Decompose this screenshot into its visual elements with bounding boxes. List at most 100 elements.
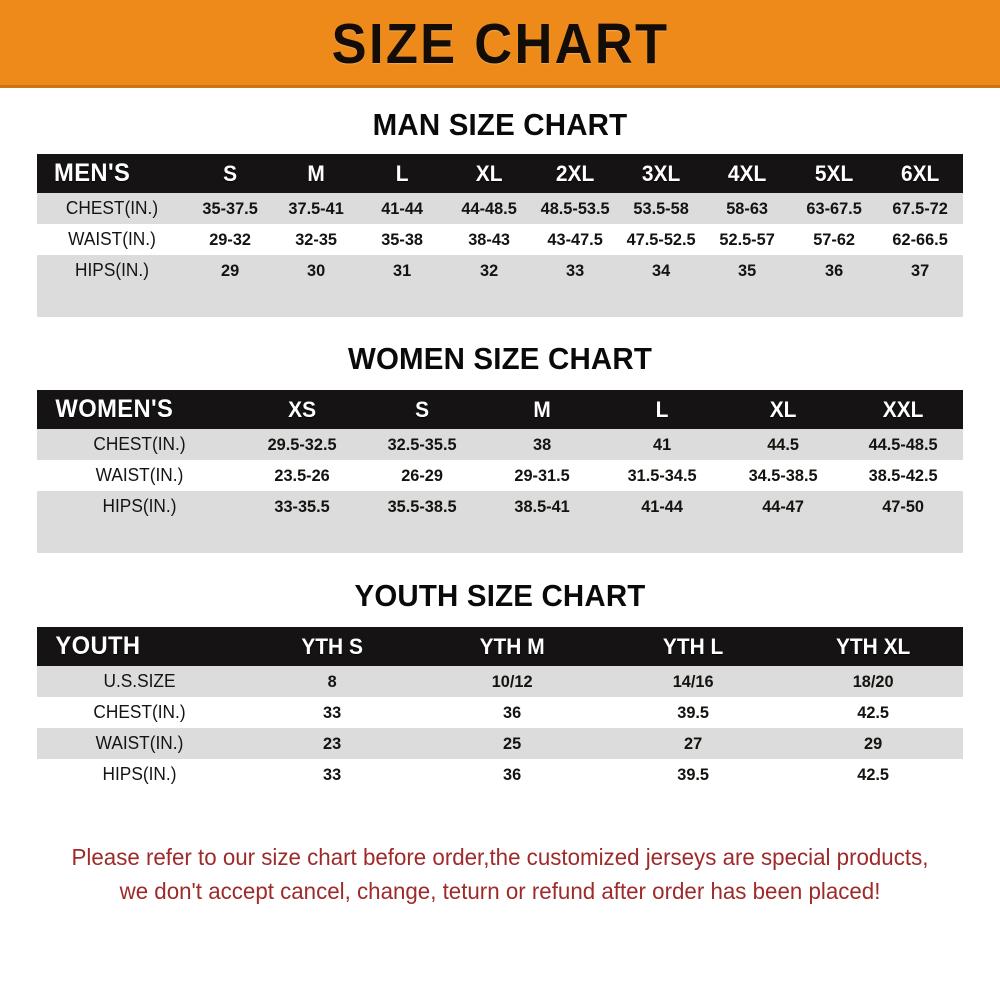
women-cell-1-4: 34.5-38.5 xyxy=(748,465,818,485)
man-column-header-6: 4XL xyxy=(728,160,767,186)
women-cell-2-0: 33-35.5 xyxy=(274,496,330,516)
women-cell-2-5: 47-50 xyxy=(882,496,924,516)
youth-table-pad xyxy=(37,790,963,821)
man-table-row: HIPS(IN.) 29 30 31 32 33 34 35 36 37 xyxy=(37,255,963,286)
man-cell-2-5: 34 xyxy=(652,260,671,280)
man-table-wrap: MEN'S S M L XL 2XL 3XL 4XL 5XL 6XL CHEST(IN.) 35-… xyxy=(37,154,963,317)
man-cell-0-7: 63-67.5 xyxy=(805,198,862,218)
youth-cell-2-0: 23 xyxy=(323,733,342,753)
man-cell-2-1: 30 xyxy=(307,260,326,280)
man-cell-1-7: 57-62 xyxy=(812,229,855,249)
man-row-label: CHEST(IN.) xyxy=(65,198,159,218)
women-column-header-4: XL xyxy=(769,396,797,422)
women-cell-1-5: 38.5-42.5 xyxy=(868,465,938,485)
youth-table-pad-cell xyxy=(56,790,945,821)
women-cell-1-2: 29-31.5 xyxy=(514,465,571,485)
women-table-pad xyxy=(37,522,963,553)
man-cell-2-6: 35 xyxy=(738,260,757,280)
youth-cell-3-3: 42.5 xyxy=(856,764,889,784)
man-cell-0-0: 35-37.5 xyxy=(202,198,258,218)
man-row-label: WAIST(IN.) xyxy=(68,229,156,249)
women-cell-2-2: 38.5-41 xyxy=(514,496,571,516)
man-row-label: HIPS(IN.) xyxy=(75,260,149,280)
youth-table-body: U.S.SIZE 8 10/12 14/16 18/20 CHEST(IN.) 33 36 39… xyxy=(37,666,963,821)
youth-cell-2-2: 27 xyxy=(683,733,702,753)
women-table-pad-cell xyxy=(56,522,945,553)
youth-cell-1-2: 39.5 xyxy=(676,702,709,722)
youth-cell-2-3: 29 xyxy=(863,733,882,753)
man-column-header-1: M xyxy=(307,160,326,186)
man-table-head: MEN'S S M L XL 2XL 3XL 4XL 5XL 6XL xyxy=(37,154,963,193)
women-table-head: WOMEN'S XS S M L XL XXL xyxy=(37,390,963,429)
women-cell-0-5: 44.5-48.5 xyxy=(868,434,938,454)
banner-title: SIZE CHART xyxy=(331,11,669,76)
youth-column-header-0: YTH S xyxy=(301,633,363,659)
man-cell-0-5: 53.5-58 xyxy=(633,198,689,218)
youth-table-row: WAIST(IN.) 23 25 27 29 xyxy=(37,728,963,759)
youth-table-wrap: YOUTH YTH S YTH M YTH L YTH XL U.S.SIZE 8 10/… xyxy=(37,627,963,821)
man-cell-1-5: 47.5-52.5 xyxy=(626,229,696,249)
women-size-table: WOMEN'S XS S M L XL XXL CHEST(IN.) 29.5-32.5 32… xyxy=(37,390,963,553)
youth-table-row: HIPS(IN.) 33 36 39.5 42.5 xyxy=(37,759,963,790)
man-cell-0-1: 37.5-41 xyxy=(288,198,345,218)
man-table-body: CHEST(IN.) 35-37.5 37.5-41 41-44 44-48.5 48.5… xyxy=(37,193,963,317)
youth-cell-0-3: 18/20 xyxy=(852,671,894,691)
youth-row-label: U.S.SIZE xyxy=(103,671,176,691)
man-column-header-0: S xyxy=(223,160,238,186)
women-cell-0-0: 29.5-32.5 xyxy=(267,434,337,454)
women-cell-2-3: 41-44 xyxy=(641,496,684,516)
man-cell-2-3: 32 xyxy=(479,260,498,280)
women-column-header-0: XS xyxy=(288,396,317,422)
man-table-pad-cell xyxy=(56,286,945,317)
youth-cell-1-0: 33 xyxy=(323,702,342,722)
man-cell-2-2: 31 xyxy=(393,260,412,280)
youth-row-label: HIPS(IN.) xyxy=(102,764,177,784)
order-policy-line-1: Please refer to our size chart before or… xyxy=(71,844,929,870)
man-cell-1-6: 52.5-57 xyxy=(719,229,776,249)
man-cell-0-4: 48.5-53.5 xyxy=(540,198,610,218)
man-cell-0-8: 67.5-72 xyxy=(892,198,948,218)
youth-row-label: WAIST(IN.) xyxy=(95,733,184,753)
youth-table-row: U.S.SIZE 8 10/12 14/16 18/20 xyxy=(37,666,963,697)
youth-corner-label: YOUTH xyxy=(55,632,141,660)
women-cell-2-1: 35.5-38.5 xyxy=(387,496,457,516)
man-cell-0-3: 44-48.5 xyxy=(461,198,517,218)
man-column-header-8: 6XL xyxy=(900,160,940,186)
women-cell-1-3: 31.5-34.5 xyxy=(628,465,698,485)
man-table-pad xyxy=(37,286,963,317)
youth-header-row: YOUTH YTH S YTH M YTH L YTH XL xyxy=(37,627,963,666)
women-section-title: WOMEN SIZE CHART xyxy=(347,341,653,376)
man-column-header-2: L xyxy=(396,160,409,186)
man-column-header-3: XL xyxy=(475,160,503,186)
youth-size-table: YOUTH YTH S YTH M YTH L YTH XL U.S.SIZE 8 10/… xyxy=(37,627,963,821)
man-table-row: WAIST(IN.) 29-32 32-35 35-38 38-43 43-47.5 47.… xyxy=(37,224,963,255)
youth-row-label: CHEST(IN.) xyxy=(93,702,186,722)
youth-table-head: YOUTH YTH S YTH M YTH L YTH XL xyxy=(37,627,963,666)
youth-column-header-3: YTH XL xyxy=(835,633,911,659)
women-corner-label: WOMEN'S xyxy=(55,395,174,423)
man-cell-1-2: 35-38 xyxy=(381,229,424,249)
women-cell-1-0: 23.5-26 xyxy=(274,465,330,485)
women-column-header-1: S xyxy=(415,396,430,422)
women-column-header-5: XXL xyxy=(882,396,924,422)
youth-cell-3-0: 33 xyxy=(323,764,342,784)
youth-cell-0-2: 14/16 xyxy=(672,671,714,691)
youth-cell-0-1: 10/12 xyxy=(491,671,533,691)
women-table-row: HIPS(IN.) 33-35.5 35.5-38.5 38.5-41 41-44 44-… xyxy=(37,491,963,522)
man-cell-1-4: 43-47.5 xyxy=(547,229,603,249)
man-cell-2-8: 37 xyxy=(910,260,929,280)
youth-table-row: CHEST(IN.) 33 36 39.5 42.5 xyxy=(37,697,963,728)
youth-cell-1-1: 36 xyxy=(503,702,522,722)
women-column-header-3: L xyxy=(656,396,669,422)
man-table-row: CHEST(IN.) 35-37.5 37.5-41 41-44 44-48.5 48.5… xyxy=(37,193,963,224)
women-table-wrap: WOMEN'S XS S M L XL XXL CHEST(IN.) 29.5-32.5 32… xyxy=(37,390,963,553)
women-cell-0-1: 32.5-35.5 xyxy=(387,434,457,454)
women-table-body: CHEST(IN.) 29.5-32.5 32.5-35.5 38 41 44.5 44.5… xyxy=(37,429,963,553)
man-header-row: MEN'S S M L XL 2XL 3XL 4XL 5XL 6XL xyxy=(37,154,963,193)
order-policy-note: Please refer to our size chart before or… xyxy=(39,840,961,908)
man-cell-1-0: 29-32 xyxy=(209,229,251,249)
women-cell-0-3: 41 xyxy=(653,434,672,454)
man-column-header-4: 2XL xyxy=(555,160,595,186)
man-cell-2-4: 33 xyxy=(565,260,585,280)
women-column-header-2: M xyxy=(533,396,552,422)
